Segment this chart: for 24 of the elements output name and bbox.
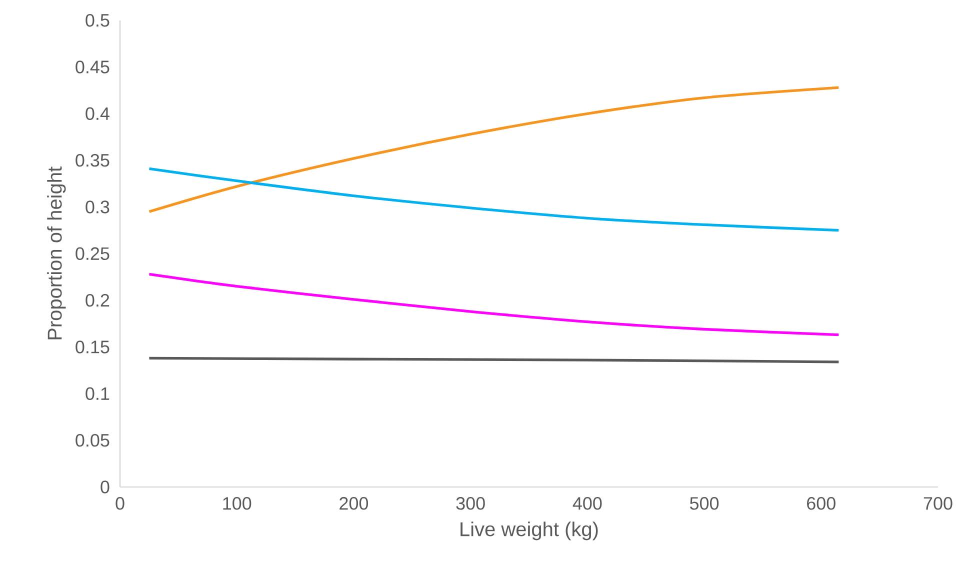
- y-tick-label: 0.05: [76, 434, 110, 447]
- x-tick-label: 100: [223, 497, 252, 510]
- x-tick-label: 300: [456, 497, 485, 510]
- y-tick-label: 0.35: [76, 154, 110, 167]
- x-tick-label: 200: [340, 497, 368, 510]
- y-axis-title: Proportion of height: [47, 166, 66, 340]
- x-tick-label: 400: [572, 497, 602, 510]
- y-tick-label: 0.4: [86, 107, 110, 120]
- x-tick-label: 600: [807, 497, 836, 510]
- x-tick-label: 700: [924, 497, 952, 510]
- y-tick-label: 0.25: [76, 247, 110, 260]
- x-tick-label: 500: [690, 497, 719, 510]
- line-series: [148, 86, 840, 213]
- y-tick-label: 0.3: [86, 200, 110, 214]
- line-series: [148, 167, 840, 232]
- y-tick-label: 0.5: [86, 14, 110, 27]
- x-axis-title: Live weight (kg): [460, 522, 598, 540]
- y-tick-label: 0.1: [86, 387, 110, 400]
- y-tick-label: 0.2: [86, 294, 110, 307]
- y-tick-label: 0.45: [76, 60, 110, 74]
- y-tick-label: 0.15: [76, 340, 110, 354]
- x-tick-label: 0: [116, 497, 124, 510]
- line-series: [148, 272, 840, 336]
- y-tick-label: 0: [100, 480, 110, 494]
